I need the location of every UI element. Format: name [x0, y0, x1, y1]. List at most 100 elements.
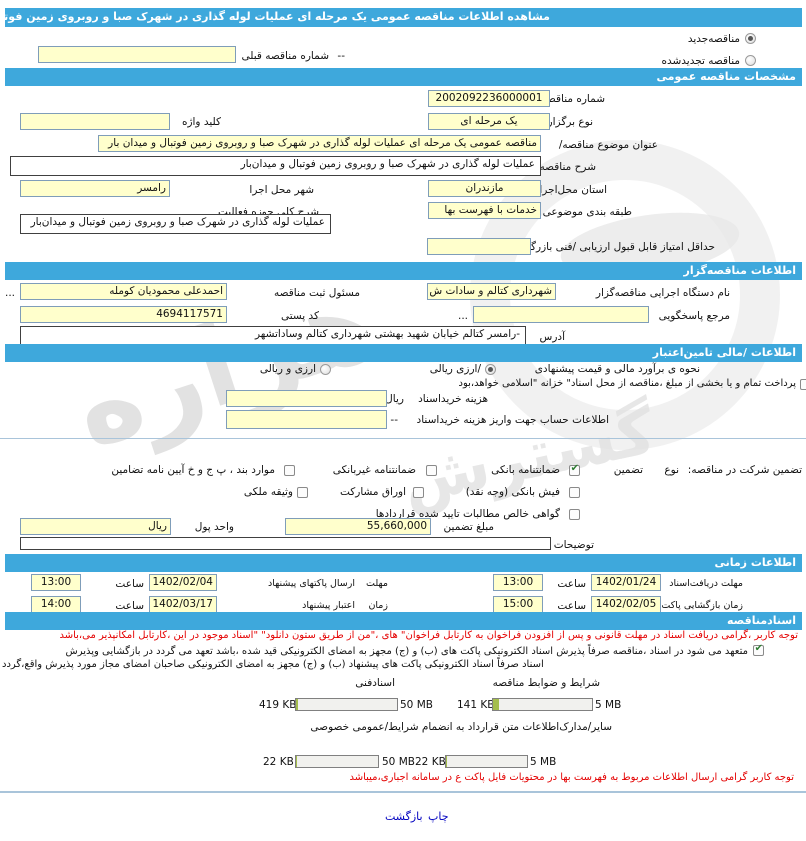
upload-terms-size: 141 KB: [457, 699, 495, 711]
price-list-notice: توجه کاربر گرامی ارسال اطلاعات مربوط به …: [349, 772, 794, 783]
upload-terms-max: 5 MB: [595, 699, 622, 711]
province-label: استان محل‌اجرا: [539, 184, 607, 196]
participation-bonds-label: اوراق مشارکت: [339, 486, 406, 498]
doc-receipt-deadline-time[interactable]: 13:00: [493, 574, 543, 591]
holding-type-input[interactable]: یک مرحله ای: [428, 113, 550, 130]
holding-type-label: نوع برگزاری: [539, 116, 593, 128]
document-fee-rial-label: ریال: [385, 393, 404, 405]
answer-reference-input[interactable]: [473, 306, 649, 323]
renewed-tender-label: مناقصه تجدیدشده: [661, 55, 740, 67]
doc-receipt-deadline-label: مهلت دریافت‌اسناد: [669, 578, 743, 589]
currency-estimate-label: ارزی و ریالی: [259, 363, 316, 375]
nonbank-guarantee-checkbox[interactable]: [426, 465, 437, 476]
address-label: آدرس: [539, 331, 565, 343]
bank-guarantee-label: ضمانتنامه بانکی: [491, 464, 560, 476]
offer-validity-word: زمان: [368, 600, 388, 611]
previous-tender-number-input[interactable]: [38, 46, 236, 63]
renewed-tender-radio[interactable]: [745, 55, 756, 66]
watermark-text-gostaresh: گسترش: [395, 394, 662, 520]
description-label: شرح مناقصه: [539, 161, 596, 173]
keyword-label: کلید واژه: [181, 116, 221, 128]
upload-other-progressbar: [445, 755, 528, 768]
bylaw-items-checkbox[interactable]: [284, 465, 295, 476]
envelope-opening-date[interactable]: 1402/02/05: [591, 596, 661, 613]
rial-estimate-radio[interactable]: [485, 364, 496, 375]
bank-guarantee-checkbox[interactable]: [569, 463, 580, 476]
keyword-input[interactable]: [20, 113, 170, 130]
back-link[interactable]: بازگشت: [385, 810, 423, 823]
offer-send-deadline-time[interactable]: 13:00: [31, 574, 81, 591]
doc-receipt-deadline-date[interactable]: 1402/01/24: [591, 574, 661, 591]
treasury-note: پرداخت تمام و یا بخشی از مبلغ ،مناقصه از…: [458, 378, 796, 389]
section-header-documents: اسنادمناقصه: [5, 612, 802, 630]
upload-contract-size: 22 KB: [263, 756, 294, 768]
hour-label: ساعت: [557, 600, 586, 612]
deposit-account-value: --: [390, 414, 398, 426]
offer-send-deadline-date[interactable]: 1402/02/04: [149, 574, 217, 591]
bank-slip-label: فیش بانکی (وجه نقد): [465, 486, 560, 498]
new-tender-label: مناقصه‌جدید: [687, 33, 740, 45]
deposit-account-label: اطلاعات حساب جهت واریز هزینه خریداسناد: [416, 414, 609, 426]
hour-label: ساعت: [115, 578, 144, 590]
previous-tender-number-label: شماره مناقصه قبلی: [241, 50, 329, 62]
page-title-bar: مشاهده اطلاعات مناقصه عمومی یک مرحله ای …: [0, 8, 802, 27]
guarantee-row-label: تضمین شرکت در مناقصه:: [687, 464, 802, 476]
registrar-label: مسئول ثبت مناقصه: [273, 287, 360, 299]
guarantee-type-word2: تضمین: [613, 464, 643, 476]
deposit-account-input[interactable]: [226, 410, 387, 429]
guarantee-amount-input[interactable]: 55,660,000: [285, 518, 431, 535]
postal-code-input[interactable]: 4694117571: [20, 306, 227, 323]
new-tender-radio[interactable]: [745, 33, 756, 44]
commitment-checkbox[interactable]: [753, 643, 764, 656]
city-input[interactable]: رامسر: [20, 180, 170, 197]
financial-divider: [0, 438, 806, 439]
bank-slip-checkbox[interactable]: [569, 487, 580, 498]
hour-label: ساعت: [557, 578, 586, 590]
notes-box: [20, 537, 551, 550]
treasury-checkbox[interactable]: [800, 379, 806, 390]
property-collateral-checkbox[interactable]: [297, 487, 308, 498]
participation-bonds-checkbox[interactable]: [413, 487, 424, 498]
offer-validity-time[interactable]: 14:00: [31, 596, 81, 613]
section-header-timing: اطلاعات زمانی: [5, 554, 802, 572]
province-input[interactable]: مازندران: [428, 180, 541, 197]
executive-agency-input[interactable]: شهرداری کتالم و سادات ش: [427, 283, 556, 300]
currency-unit-label: واحد پول: [194, 521, 234, 533]
offer-send-deadline-label: ارسال پاکتهای پیشنهاد: [267, 578, 355, 589]
city-label: شهر محل اجرا: [249, 184, 314, 196]
currency-unit-input[interactable]: ریال: [20, 518, 171, 535]
print-link[interactable]: چاپ: [428, 810, 449, 823]
previous-tender-number-value: --: [337, 50, 345, 62]
approved-claims-checkbox[interactable]: [569, 509, 580, 520]
document-fee-input[interactable]: [226, 390, 387, 407]
offer-send-deadline-word: مهلت: [366, 578, 388, 589]
upload-technical-label: اسنادفنی: [355, 677, 395, 689]
registrar-input[interactable]: احمدعلی محمودیان کومله: [20, 283, 227, 300]
executive-agency-label: نام دستگاه اجرایی مناقصه‌گزار: [595, 287, 730, 299]
category-input[interactable]: خدمات با فهرست بها: [428, 202, 541, 219]
envelope-opening-time[interactable]: 15:00: [493, 596, 543, 613]
answer-reference-more-button[interactable]: ...: [458, 310, 469, 322]
subject-input[interactable]: مناقصه عمومی یک مرحله ای عملیات لوله گذا…: [98, 135, 541, 152]
notes-label: توضیحات: [553, 539, 594, 551]
min-score-input[interactable]: [427, 238, 531, 255]
upload-contract-progressbar: [295, 755, 379, 768]
activity-scope-box: عملیات لوله گذاری در شهرک صبا و روبروی ز…: [20, 214, 331, 234]
section-header-general: مشخصات مناقصه عمومی: [5, 68, 802, 86]
currency-estimate-radio[interactable]: [320, 364, 331, 375]
offer-validity-date[interactable]: 1402/03/17: [149, 596, 217, 613]
registrar-more-button[interactable]: ...: [5, 287, 16, 299]
upload-other-label: سایر/مدارک‌اطلاعات: [522, 721, 612, 733]
category-label: طبقه بندی موضوعی: [542, 206, 632, 218]
approved-claims-label: گواهی خالص مطالبات تایید شده قراردادها: [375, 508, 560, 520]
footer-divider: [0, 791, 806, 793]
tender-number-label: شماره مناقصه: [541, 93, 605, 105]
guarantee-amount-label: مبلغ تضمین: [443, 521, 494, 533]
nonbank-guarantee-label: ضمانتنامه غیربانکی: [332, 464, 416, 476]
tender-number-input[interactable]: 2002092236000001: [428, 90, 550, 107]
commitment-line2: اسناد صرفاً اسناد الکترونیکی پاکت های پی…: [2, 659, 544, 670]
subject-label: عنوان موضوع مناقصه/: [558, 139, 658, 151]
upload-terms-progressbar: [492, 698, 593, 711]
min-score-label: حداقل امتیاز قابل قبول ارزیابی /فنی بازر…: [516, 241, 715, 253]
